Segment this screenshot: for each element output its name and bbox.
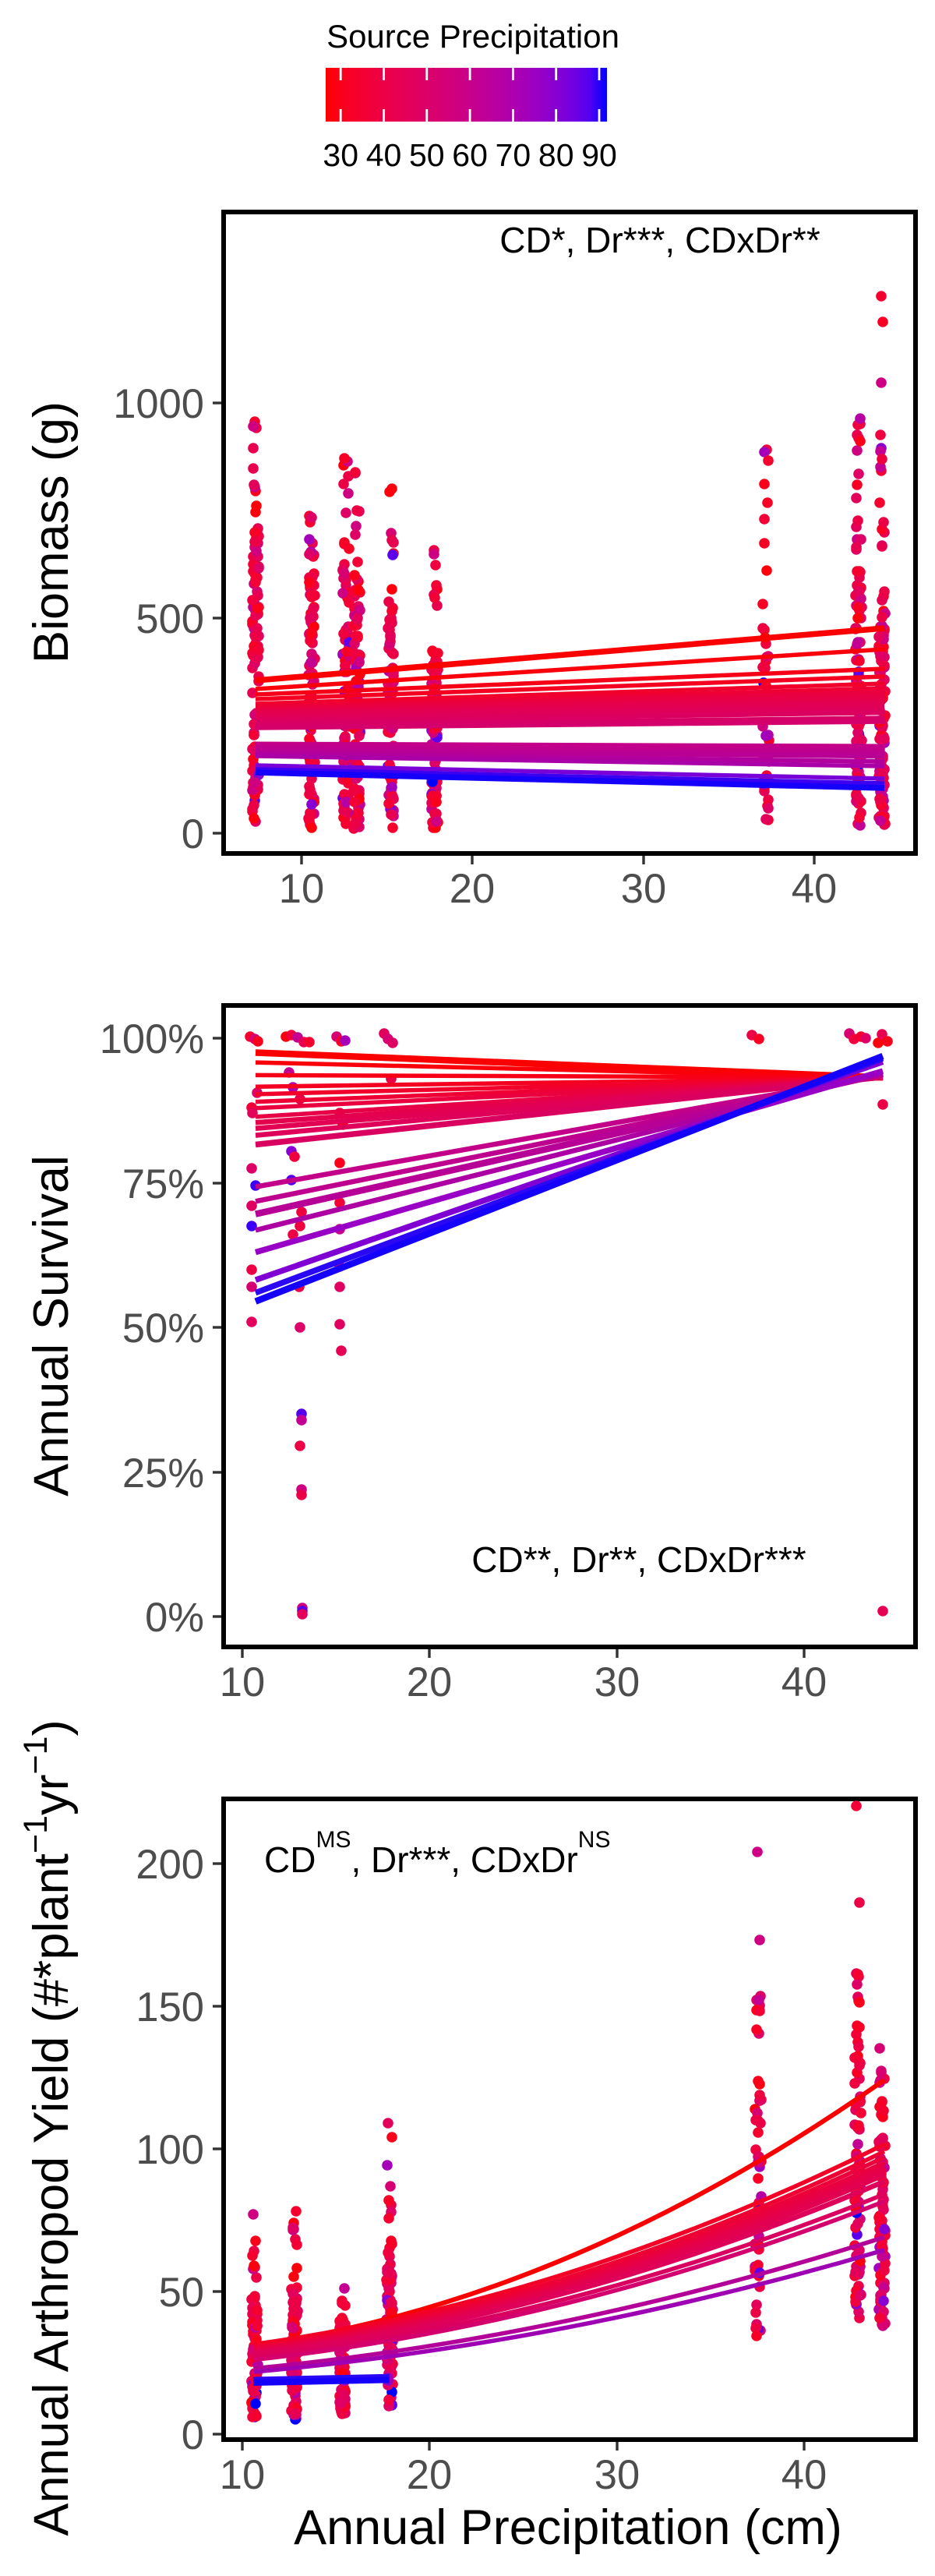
svg-text:60: 60 (452, 137, 488, 173)
svg-text:30: 30 (621, 866, 666, 912)
svg-text:10: 10 (279, 866, 324, 912)
svg-text:30: 30 (595, 2452, 640, 2498)
svg-text:40: 40 (792, 866, 837, 912)
svg-text:40: 40 (366, 137, 402, 173)
svg-text:10: 10 (220, 1659, 265, 1705)
svg-text:1000: 1000 (113, 381, 204, 427)
svg-text:100%: 100% (100, 1016, 204, 1062)
svg-text:Annual Precipitation (cm): Annual Precipitation (cm) (294, 2500, 842, 2555)
svg-text:40: 40 (782, 1659, 827, 1705)
svg-text:150: 150 (136, 1984, 204, 2030)
svg-text:0: 0 (182, 2412, 204, 2458)
svg-text:10: 10 (220, 2452, 265, 2498)
svg-text:0: 0 (182, 811, 204, 857)
svg-text:Annual Survival: Annual Survival (24, 1155, 79, 1496)
svg-text:CD*, Dr***, CDxDr**: CD*, Dr***, CDxDr** (499, 220, 820, 260)
svg-text:20: 20 (407, 2452, 452, 2498)
svg-text:50%: 50% (122, 1306, 204, 1352)
svg-text:CD**, Dr**, CDxDr***: CD**, Dr**, CDxDr*** (471, 1539, 806, 1580)
svg-text:Biomass (g): Biomass (g) (24, 401, 79, 663)
svg-text:40: 40 (782, 2452, 827, 2498)
svg-text:500: 500 (136, 596, 204, 642)
svg-text:0%: 0% (145, 1595, 204, 1641)
svg-text:25%: 25% (122, 1451, 204, 1496)
svg-text:75%: 75% (122, 1161, 204, 1207)
svg-text:20: 20 (407, 1659, 452, 1705)
svg-text:Source Precipitation: Source Precipitation (326, 18, 619, 55)
svg-text:70: 70 (496, 137, 531, 173)
svg-text:30: 30 (323, 137, 358, 173)
svg-text:90: 90 (581, 137, 617, 173)
svg-text:200: 200 (136, 1842, 204, 1888)
svg-text:80: 80 (538, 137, 574, 173)
svg-text:100: 100 (136, 2127, 204, 2173)
svg-text:30: 30 (595, 1659, 640, 1705)
svg-text:Annual Arthropod Yield (#*plan: Annual Arthropod Yield (#*plant−1yr−1) (17, 1719, 79, 2535)
svg-text:50: 50 (409, 137, 445, 173)
svg-text:50: 50 (159, 2270, 204, 2316)
svg-text:20: 20 (450, 866, 495, 912)
